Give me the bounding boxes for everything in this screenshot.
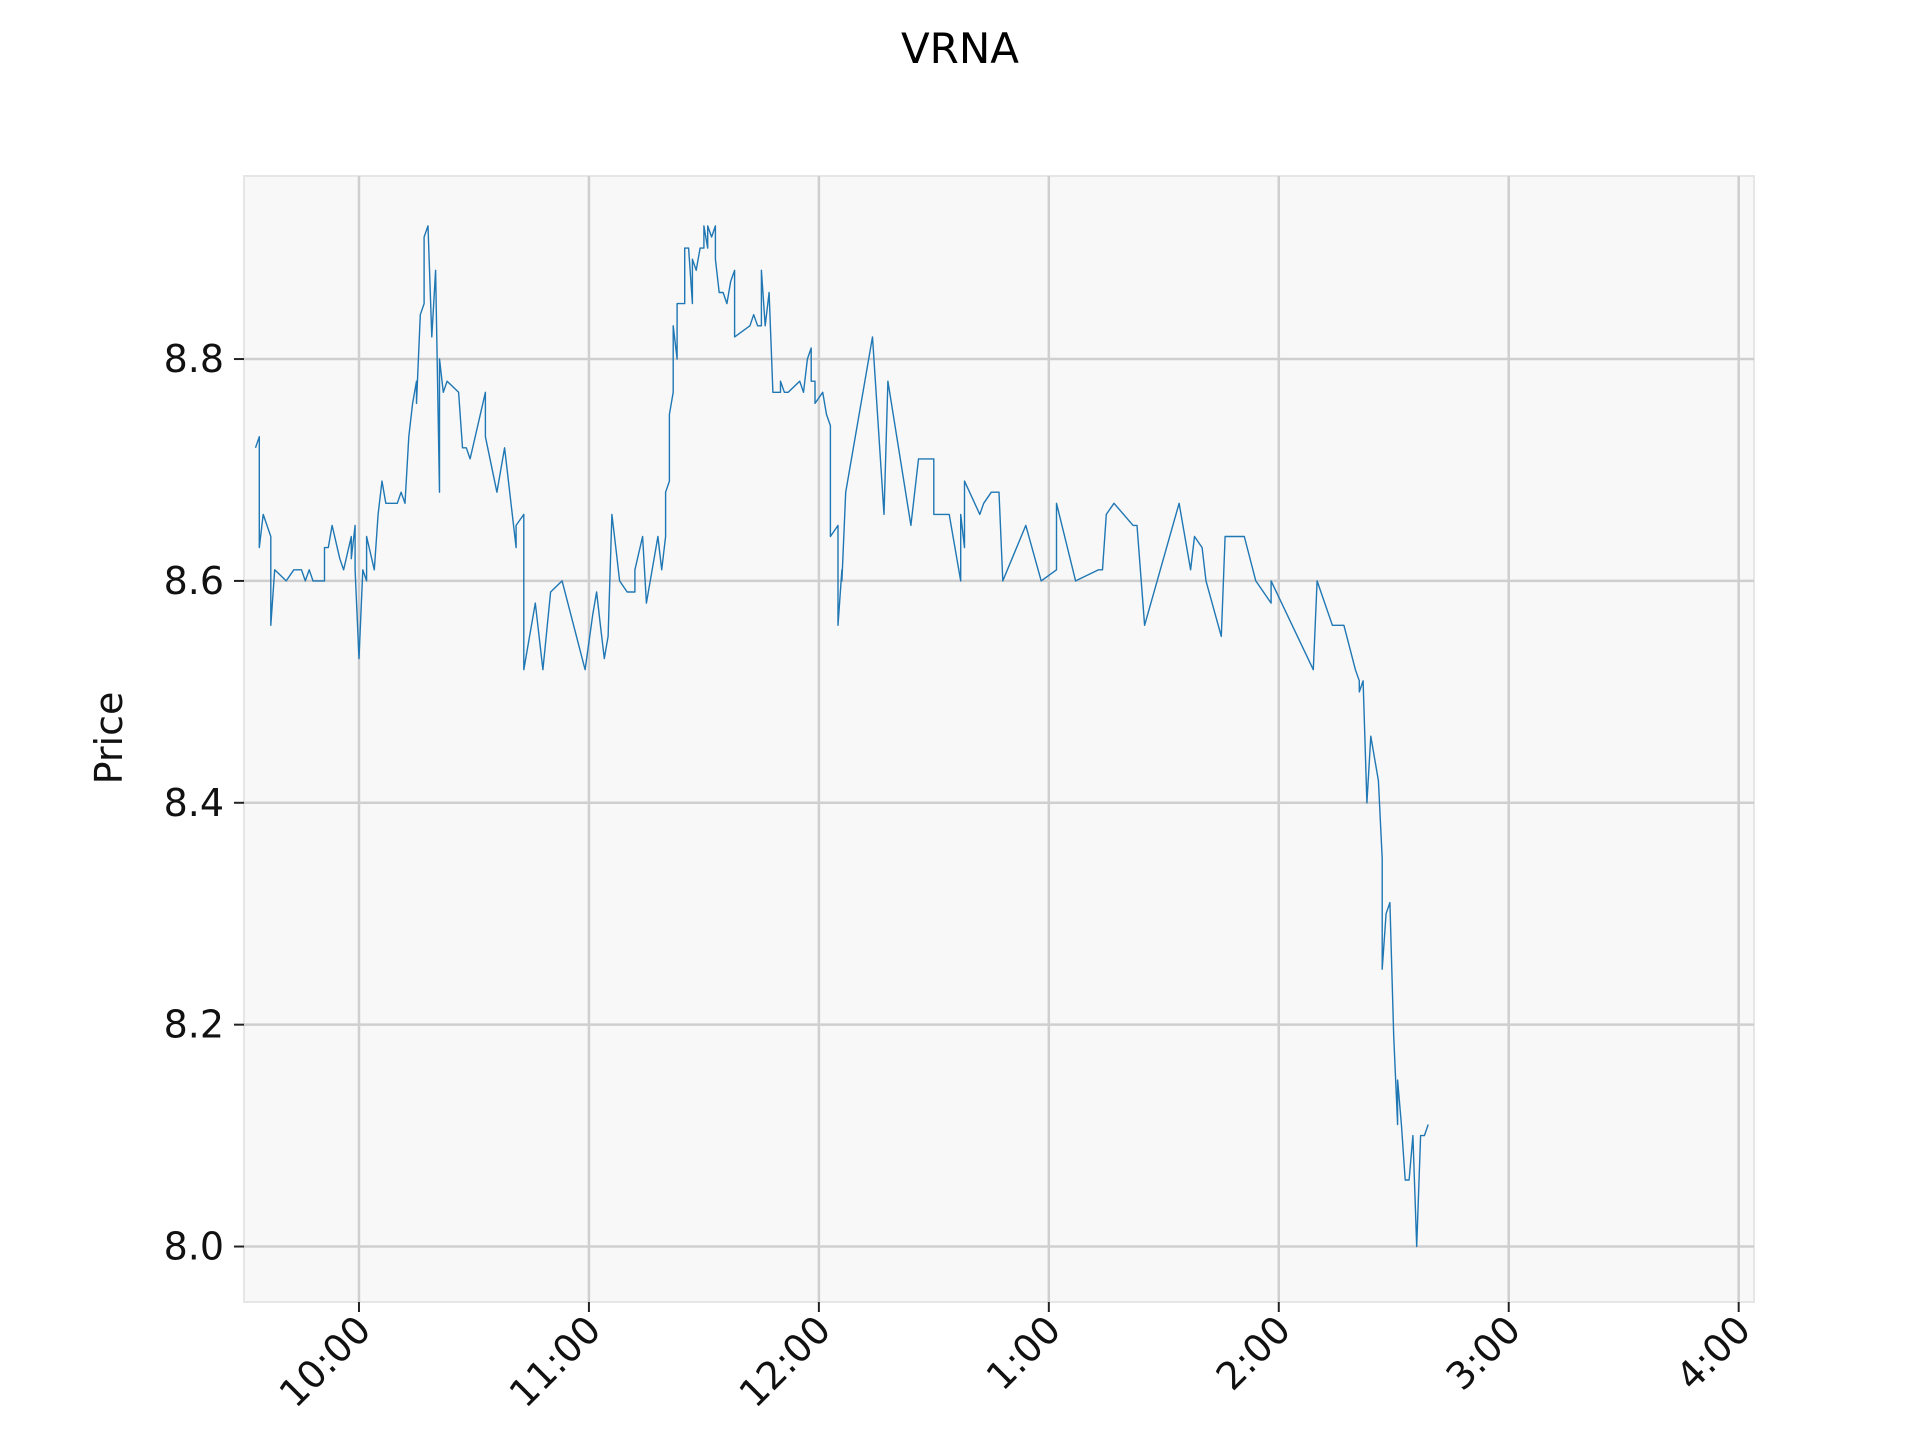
y-tick-label: 8.2: [164, 1003, 224, 1047]
x-tick-label: 11:00: [501, 1307, 610, 1416]
price-series-line: [254, 225, 1429, 1248]
x-tick-label: 3:00: [1438, 1307, 1529, 1398]
y-tick-label: 8.0: [164, 1225, 224, 1269]
x-tick-label: 4:00: [1668, 1307, 1759, 1398]
y-tick-label: 8.6: [164, 559, 224, 603]
y-tick-label: 8.4: [164, 781, 224, 825]
axes: [234, 358, 1740, 1312]
plot-area: [243, 175, 1755, 1303]
gridlines: [244, 176, 1754, 1302]
x-tick-label: 10:00: [271, 1307, 380, 1416]
x-tick-label: 1:00: [978, 1307, 1069, 1398]
y-axis-label: Price: [87, 692, 131, 785]
x-tick-label: 2:00: [1208, 1307, 1299, 1398]
y-tick-label: 8.8: [164, 337, 224, 381]
x-tick-label: 12:00: [731, 1307, 840, 1416]
chart-title: VRNA: [901, 24, 1019, 73]
